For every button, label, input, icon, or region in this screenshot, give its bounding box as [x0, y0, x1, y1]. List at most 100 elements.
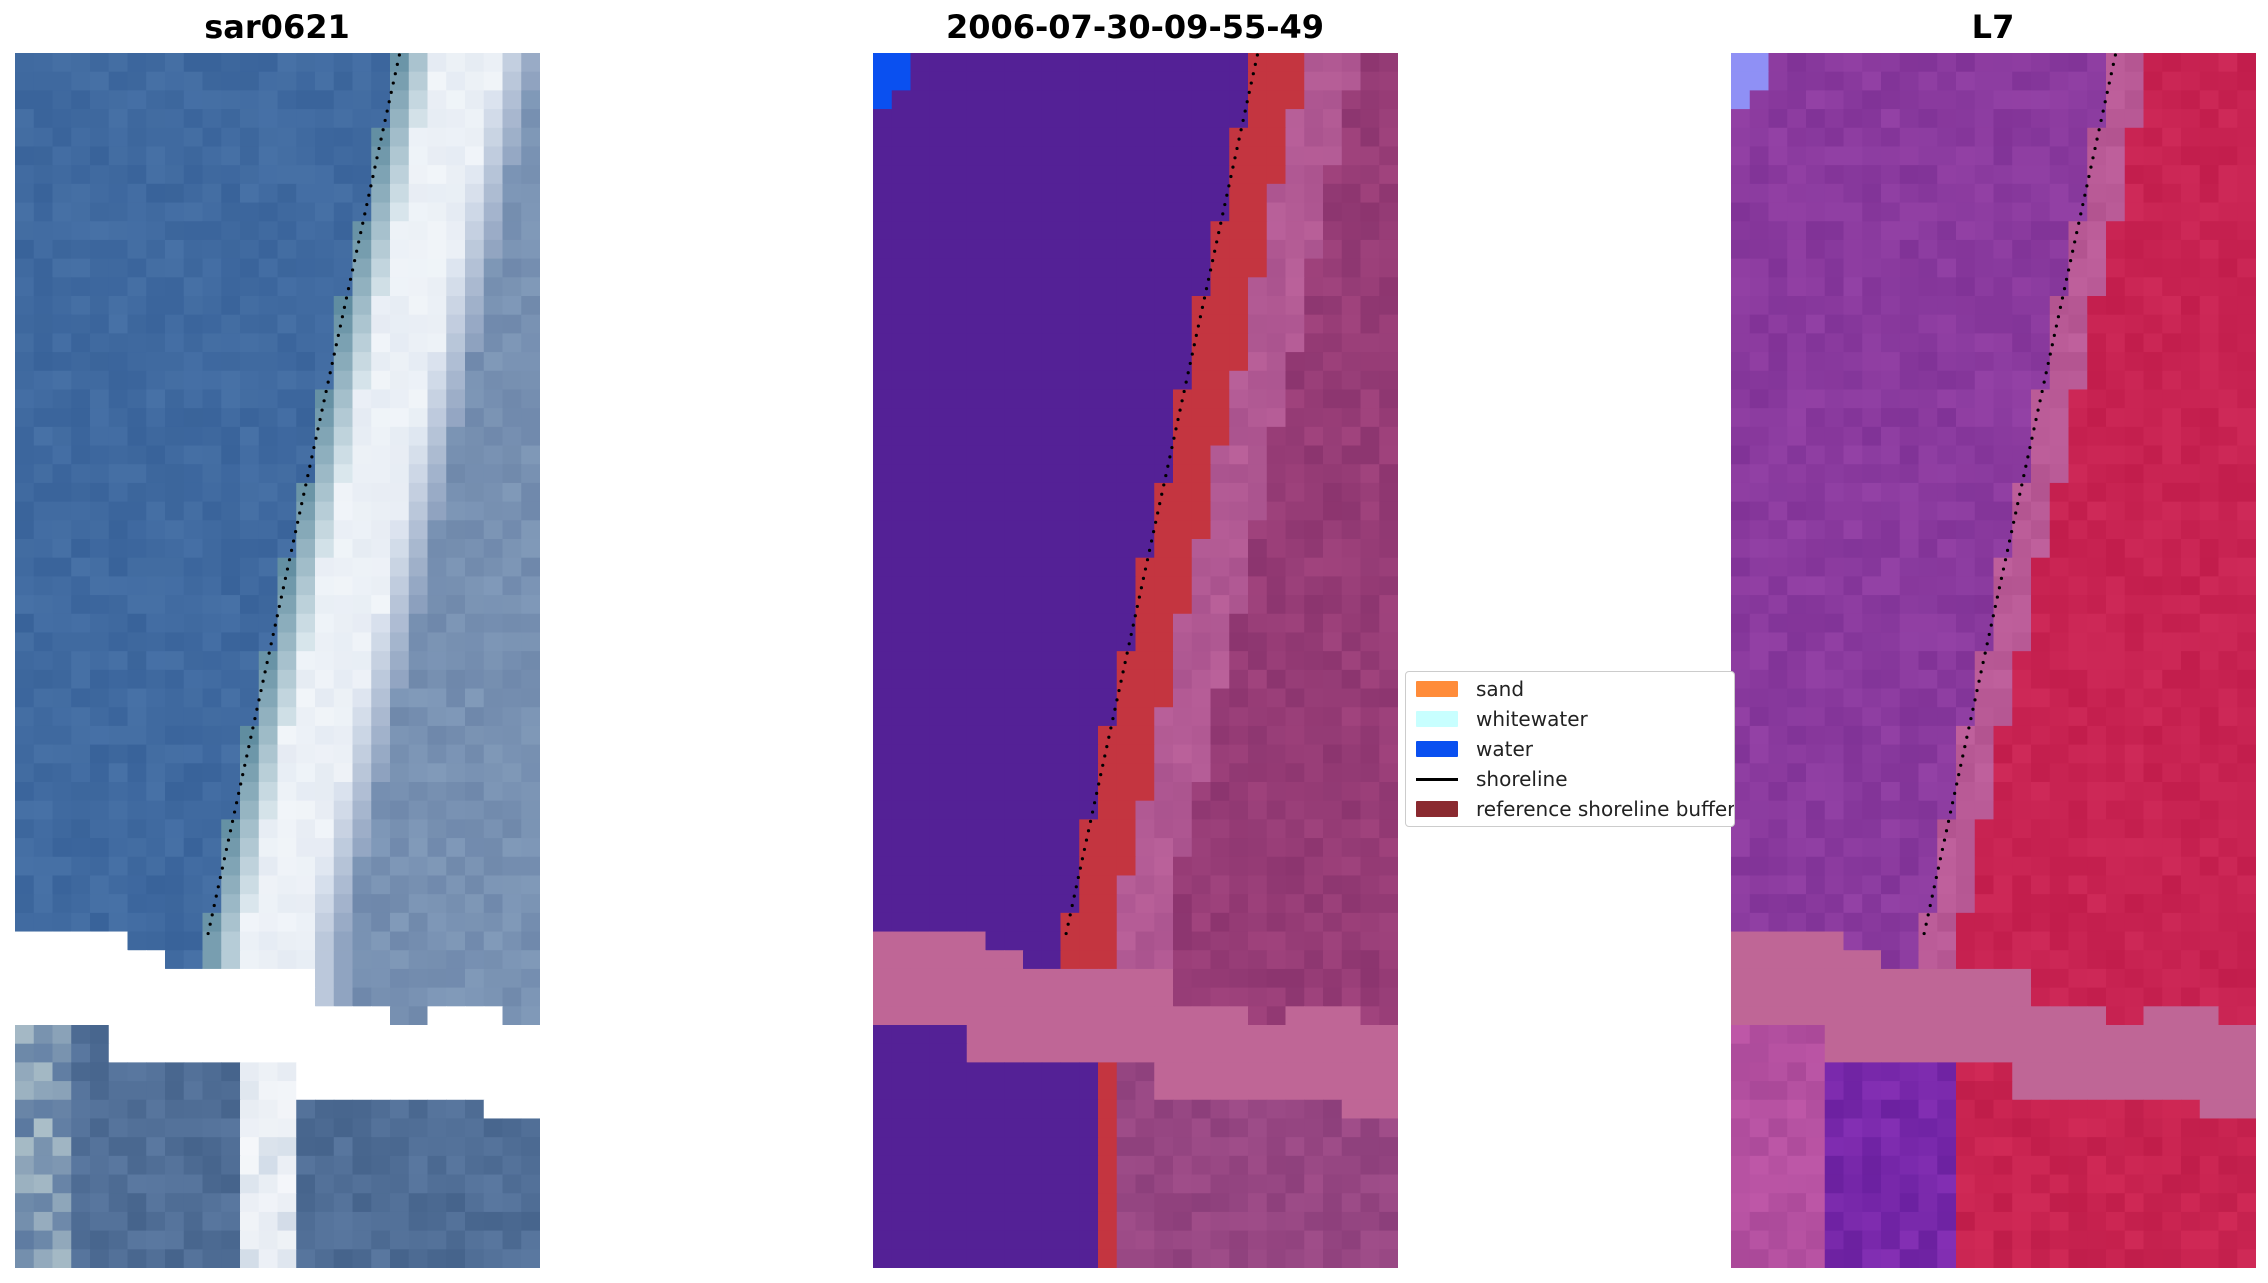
image-pixel — [296, 1211, 316, 1232]
image-pixel — [1360, 856, 1380, 877]
shoreline-point — [1164, 473, 1168, 478]
image-pixel — [2068, 445, 2088, 465]
image-pixel — [315, 277, 335, 297]
image-pixel — [985, 202, 1005, 222]
image-pixel — [910, 557, 930, 577]
image-pixel — [2106, 296, 2126, 316]
image-pixel — [33, 987, 54, 1007]
image-pixel — [427, 557, 447, 577]
image-pixel — [240, 875, 260, 895]
image-pixel — [371, 688, 391, 708]
image-pixel — [1956, 258, 1976, 278]
image-pixel — [1191, 464, 1212, 484]
image-pixel — [1341, 1174, 1362, 1194]
image-pixel — [1210, 127, 1230, 148]
image-pixel — [2031, 183, 2051, 204]
image-pixel — [296, 931, 316, 951]
image-pixel — [371, 501, 391, 521]
image-pixel — [390, 1062, 410, 1082]
image-pixel — [390, 445, 410, 465]
image-pixel — [2162, 688, 2182, 708]
image-pixel — [521, 239, 540, 260]
image-pixel — [2237, 370, 2256, 391]
image-pixel — [1154, 576, 1174, 596]
image-pixel — [1749, 800, 1770, 820]
image-pixel — [165, 931, 185, 951]
image-pixel — [1862, 613, 1882, 634]
shoreline-point — [1105, 745, 1109, 749]
image-pixel — [1304, 426, 1324, 447]
image-pixel — [1210, 426, 1230, 447]
image-pixel — [371, 1174, 391, 1194]
image-pixel — [1173, 1081, 1193, 1101]
image-pixel — [315, 838, 335, 858]
image-pixel — [146, 576, 166, 596]
image-pixel — [966, 931, 987, 951]
image-pixel — [1154, 464, 1174, 484]
image-pixel — [1079, 800, 1099, 820]
image-pixel — [1098, 183, 1118, 204]
image-pixel — [1937, 296, 1957, 316]
image-pixel — [502, 1155, 522, 1176]
image-pixel — [1937, 763, 1957, 783]
image-pixel — [873, 146, 893, 166]
image-pixel — [1266, 1062, 1287, 1082]
image-pixel — [891, 314, 912, 334]
image-pixel — [910, 782, 930, 802]
image-pixel — [502, 950, 522, 970]
image-pixel — [183, 1081, 204, 1101]
image-pixel — [1974, 258, 1995, 278]
image-pixel — [108, 856, 129, 877]
image-pixel — [183, 239, 204, 260]
image-pixel — [52, 127, 72, 148]
image-pixel — [521, 1249, 540, 1268]
image-pixel — [465, 669, 485, 690]
image-pixel — [446, 1081, 466, 1101]
image-pixel — [1079, 1099, 1099, 1120]
image-pixel — [1862, 90, 1882, 110]
image-pixel — [2087, 800, 2107, 820]
image-pixel — [1154, 127, 1174, 148]
image-pixel — [277, 482, 297, 503]
image-pixel — [1116, 669, 1137, 690]
image-pixel — [165, 146, 185, 166]
image-pixel — [1060, 445, 1080, 465]
image-pixel — [502, 221, 522, 241]
image-pixel — [1956, 314, 1976, 334]
image-pixel — [165, 352, 185, 372]
image-pixel — [1135, 707, 1155, 727]
image-pixel — [966, 1211, 987, 1232]
image-pixel — [1173, 931, 1193, 951]
image-pixel — [1116, 557, 1137, 577]
image-pixel — [2124, 520, 2145, 540]
image-pixel — [1041, 445, 1062, 465]
image-pixel — [966, 707, 987, 727]
image-pixel — [146, 314, 166, 334]
image-pixel — [1229, 314, 1249, 334]
image-pixel — [15, 1249, 35, 1268]
image-pixel — [1060, 557, 1080, 577]
image-pixel — [315, 165, 335, 185]
image-pixel — [1023, 183, 1043, 204]
image-pixel — [108, 595, 129, 615]
image-pixel — [2143, 651, 2163, 671]
image-pixel — [427, 314, 447, 334]
shoreline-point — [357, 240, 361, 244]
image-pixel — [966, 1137, 987, 1157]
image-pixel — [1060, 707, 1080, 727]
image-pixel — [1210, 314, 1230, 334]
image-pixel — [1135, 221, 1155, 241]
image-pixel — [1956, 445, 1976, 465]
image-pixel — [966, 389, 987, 409]
image-pixel — [929, 71, 949, 91]
image-pixel — [296, 576, 316, 596]
image-pixel — [910, 1230, 930, 1250]
image-pixel — [333, 1211, 354, 1232]
image-pixel — [1098, 987, 1118, 1007]
image-pixel — [108, 71, 129, 91]
image-pixel — [2031, 464, 2051, 484]
image-pixel — [985, 333, 1005, 353]
image-pixel — [258, 127, 279, 148]
image-pixel — [910, 482, 930, 503]
image-pixel — [2049, 71, 2070, 91]
